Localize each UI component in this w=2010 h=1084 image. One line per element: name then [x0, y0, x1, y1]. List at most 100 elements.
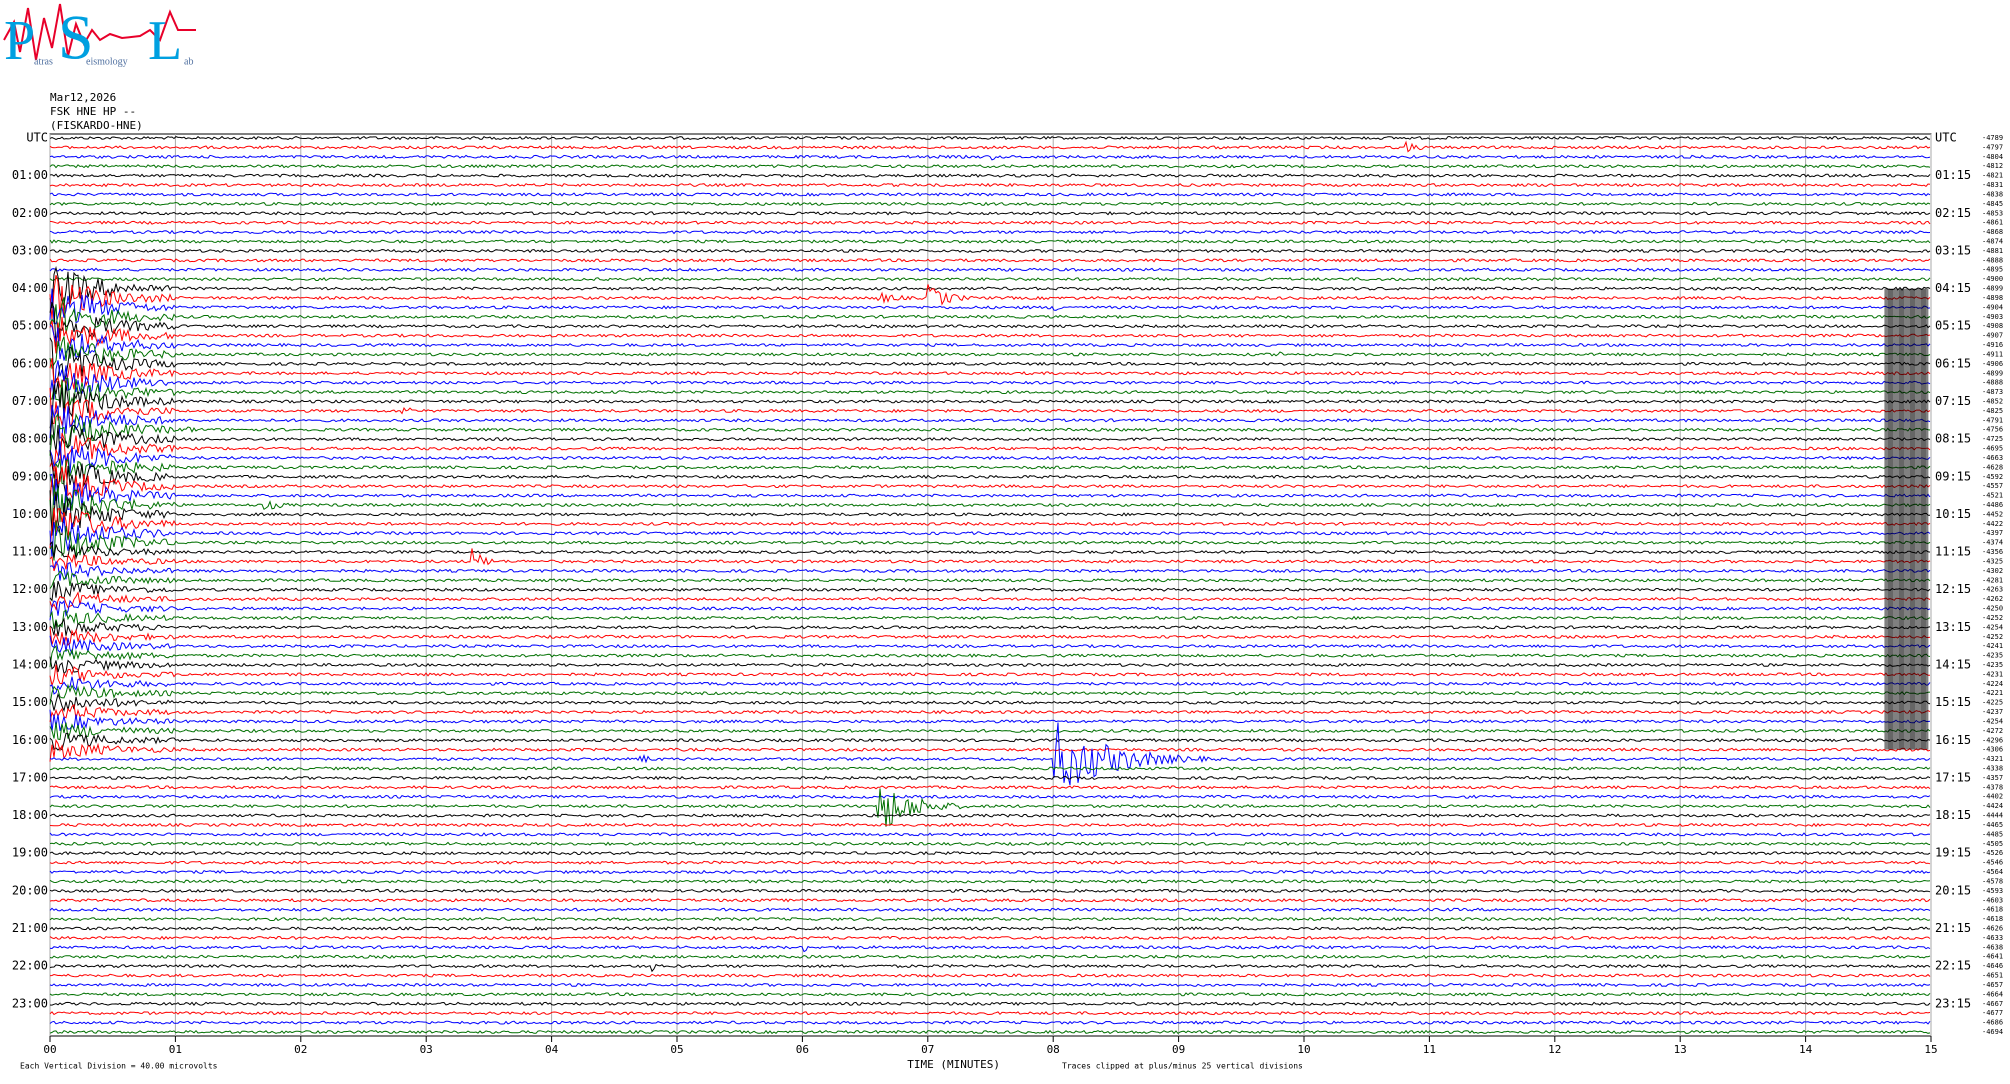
trace [49, 267, 1931, 272]
trace [49, 211, 1931, 216]
trace-offset: -4254 [1982, 717, 2003, 725]
right-time-label: 09:15 [1935, 469, 1971, 483]
x-tick-label: 11 [1423, 1043, 1436, 1056]
x-tick-label: 08 [1047, 1043, 1060, 1056]
trace [49, 154, 1931, 161]
trace-offset: -4338 [1982, 765, 2003, 773]
trace [49, 609, 1931, 629]
right-time-label: 12:15 [1935, 582, 1971, 596]
trace [49, 832, 1931, 837]
right-time-label: 08:15 [1935, 432, 1971, 446]
trace-offset: -4424 [1982, 802, 2003, 810]
trace-offset: -4853 [1982, 209, 2003, 217]
trace [49, 945, 1931, 953]
trace [49, 617, 1931, 637]
trace-offset: -4895 [1982, 266, 2003, 274]
trace-offset: -4881 [1982, 247, 2003, 255]
right-time-label: 01:15 [1935, 168, 1971, 182]
trace [49, 541, 1931, 560]
trace [49, 570, 1931, 589]
trace [49, 450, 1931, 496]
trace-offset: -4646 [1982, 962, 2003, 970]
trace-offset: -4831 [1982, 181, 2003, 189]
trace-offset: -4296 [1982, 736, 2003, 744]
station: FSK HNE HP -- [50, 105, 136, 118]
x-tick-label: 14 [1799, 1043, 1813, 1056]
trace-offset: -4695 [1982, 445, 2003, 453]
trace-offset: -4900 [1982, 275, 2003, 283]
trace-offset: -4302 [1982, 567, 2003, 575]
trace-offset: -4557 [1982, 482, 2003, 490]
x-tick-label: 03 [420, 1043, 433, 1056]
trace [49, 1020, 1931, 1025]
right-time-label: 07:15 [1935, 394, 1971, 408]
trace-offset: -4804 [1982, 153, 2003, 161]
trace-offset: -4564 [1982, 868, 2003, 876]
trace-offset: -4272 [1982, 727, 2003, 735]
trace [49, 738, 1931, 762]
left-time-label: 02:00 [12, 206, 48, 220]
trace [49, 405, 1931, 439]
trace-offset: -4306 [1982, 746, 2003, 754]
trace [49, 722, 1931, 786]
trace-offset: -4578 [1982, 877, 2003, 885]
trace-offset: -4505 [1982, 840, 2003, 848]
trace [49, 520, 1931, 561]
trace [49, 788, 1931, 827]
trace [49, 337, 1931, 385]
trace-offset: -4235 [1982, 661, 2003, 669]
trace [49, 516, 1931, 559]
right-time-label: 17:15 [1935, 770, 1971, 784]
trace [49, 135, 1931, 141]
trace-offset: -4756 [1982, 426, 2003, 434]
trace-offset: -4888 [1982, 379, 2003, 387]
trace [49, 869, 1931, 875]
trace-offset: -4402 [1982, 793, 2003, 801]
left-time-label: 04:00 [12, 281, 48, 295]
x-tick-label: 04 [545, 1043, 559, 1056]
trace [49, 627, 1931, 646]
trace-offset: -4633 [1982, 934, 2003, 942]
left-time-label: 22:00 [12, 959, 48, 973]
trace [49, 239, 1931, 244]
trace-offset: -4526 [1982, 849, 2003, 857]
trace [49, 676, 1931, 695]
trace [49, 916, 1931, 922]
trace-offset: -4281 [1982, 576, 2003, 584]
trace [49, 277, 1931, 282]
trace [49, 229, 1931, 235]
x-tick-label: 13 [1674, 1043, 1687, 1056]
trace [49, 336, 1931, 370]
right-time-label: 20:15 [1935, 883, 1971, 897]
left-time-label: 20:00 [12, 883, 48, 897]
left-time-label: 14:00 [12, 657, 48, 671]
left-time-label: 11:00 [12, 545, 48, 559]
x-tick-label: 10 [1297, 1043, 1310, 1056]
logo: P S L atras eismology ab [3, 2, 196, 73]
trace-offset: -4235 [1982, 652, 2003, 660]
trace-offset: -4677 [1982, 1009, 2003, 1017]
trace [49, 466, 1931, 505]
trace-offset: -4667 [1982, 1000, 2003, 1008]
x-tick-label: 01 [169, 1043, 182, 1056]
right-time-label: 04:15 [1935, 281, 1971, 295]
left-time-label: 06:00 [12, 356, 48, 370]
left-time-label: 21:00 [12, 921, 48, 935]
trace-offset: -4694 [1982, 1028, 2003, 1036]
trace [49, 813, 1931, 818]
trace [49, 785, 1931, 790]
logo-letter: S [58, 2, 94, 73]
trace-offset: -4485 [1982, 830, 2003, 838]
trace [49, 164, 1931, 169]
trace [49, 548, 1931, 572]
trace [49, 683, 1931, 705]
trace-offset: -4852 [1982, 397, 2003, 405]
x-tick-label: 00 [43, 1043, 56, 1056]
trace [49, 1029, 1931, 1035]
trace [49, 973, 1931, 978]
trace-offset: -4262 [1982, 595, 2003, 603]
trace [49, 360, 1931, 400]
trace [49, 288, 1931, 325]
